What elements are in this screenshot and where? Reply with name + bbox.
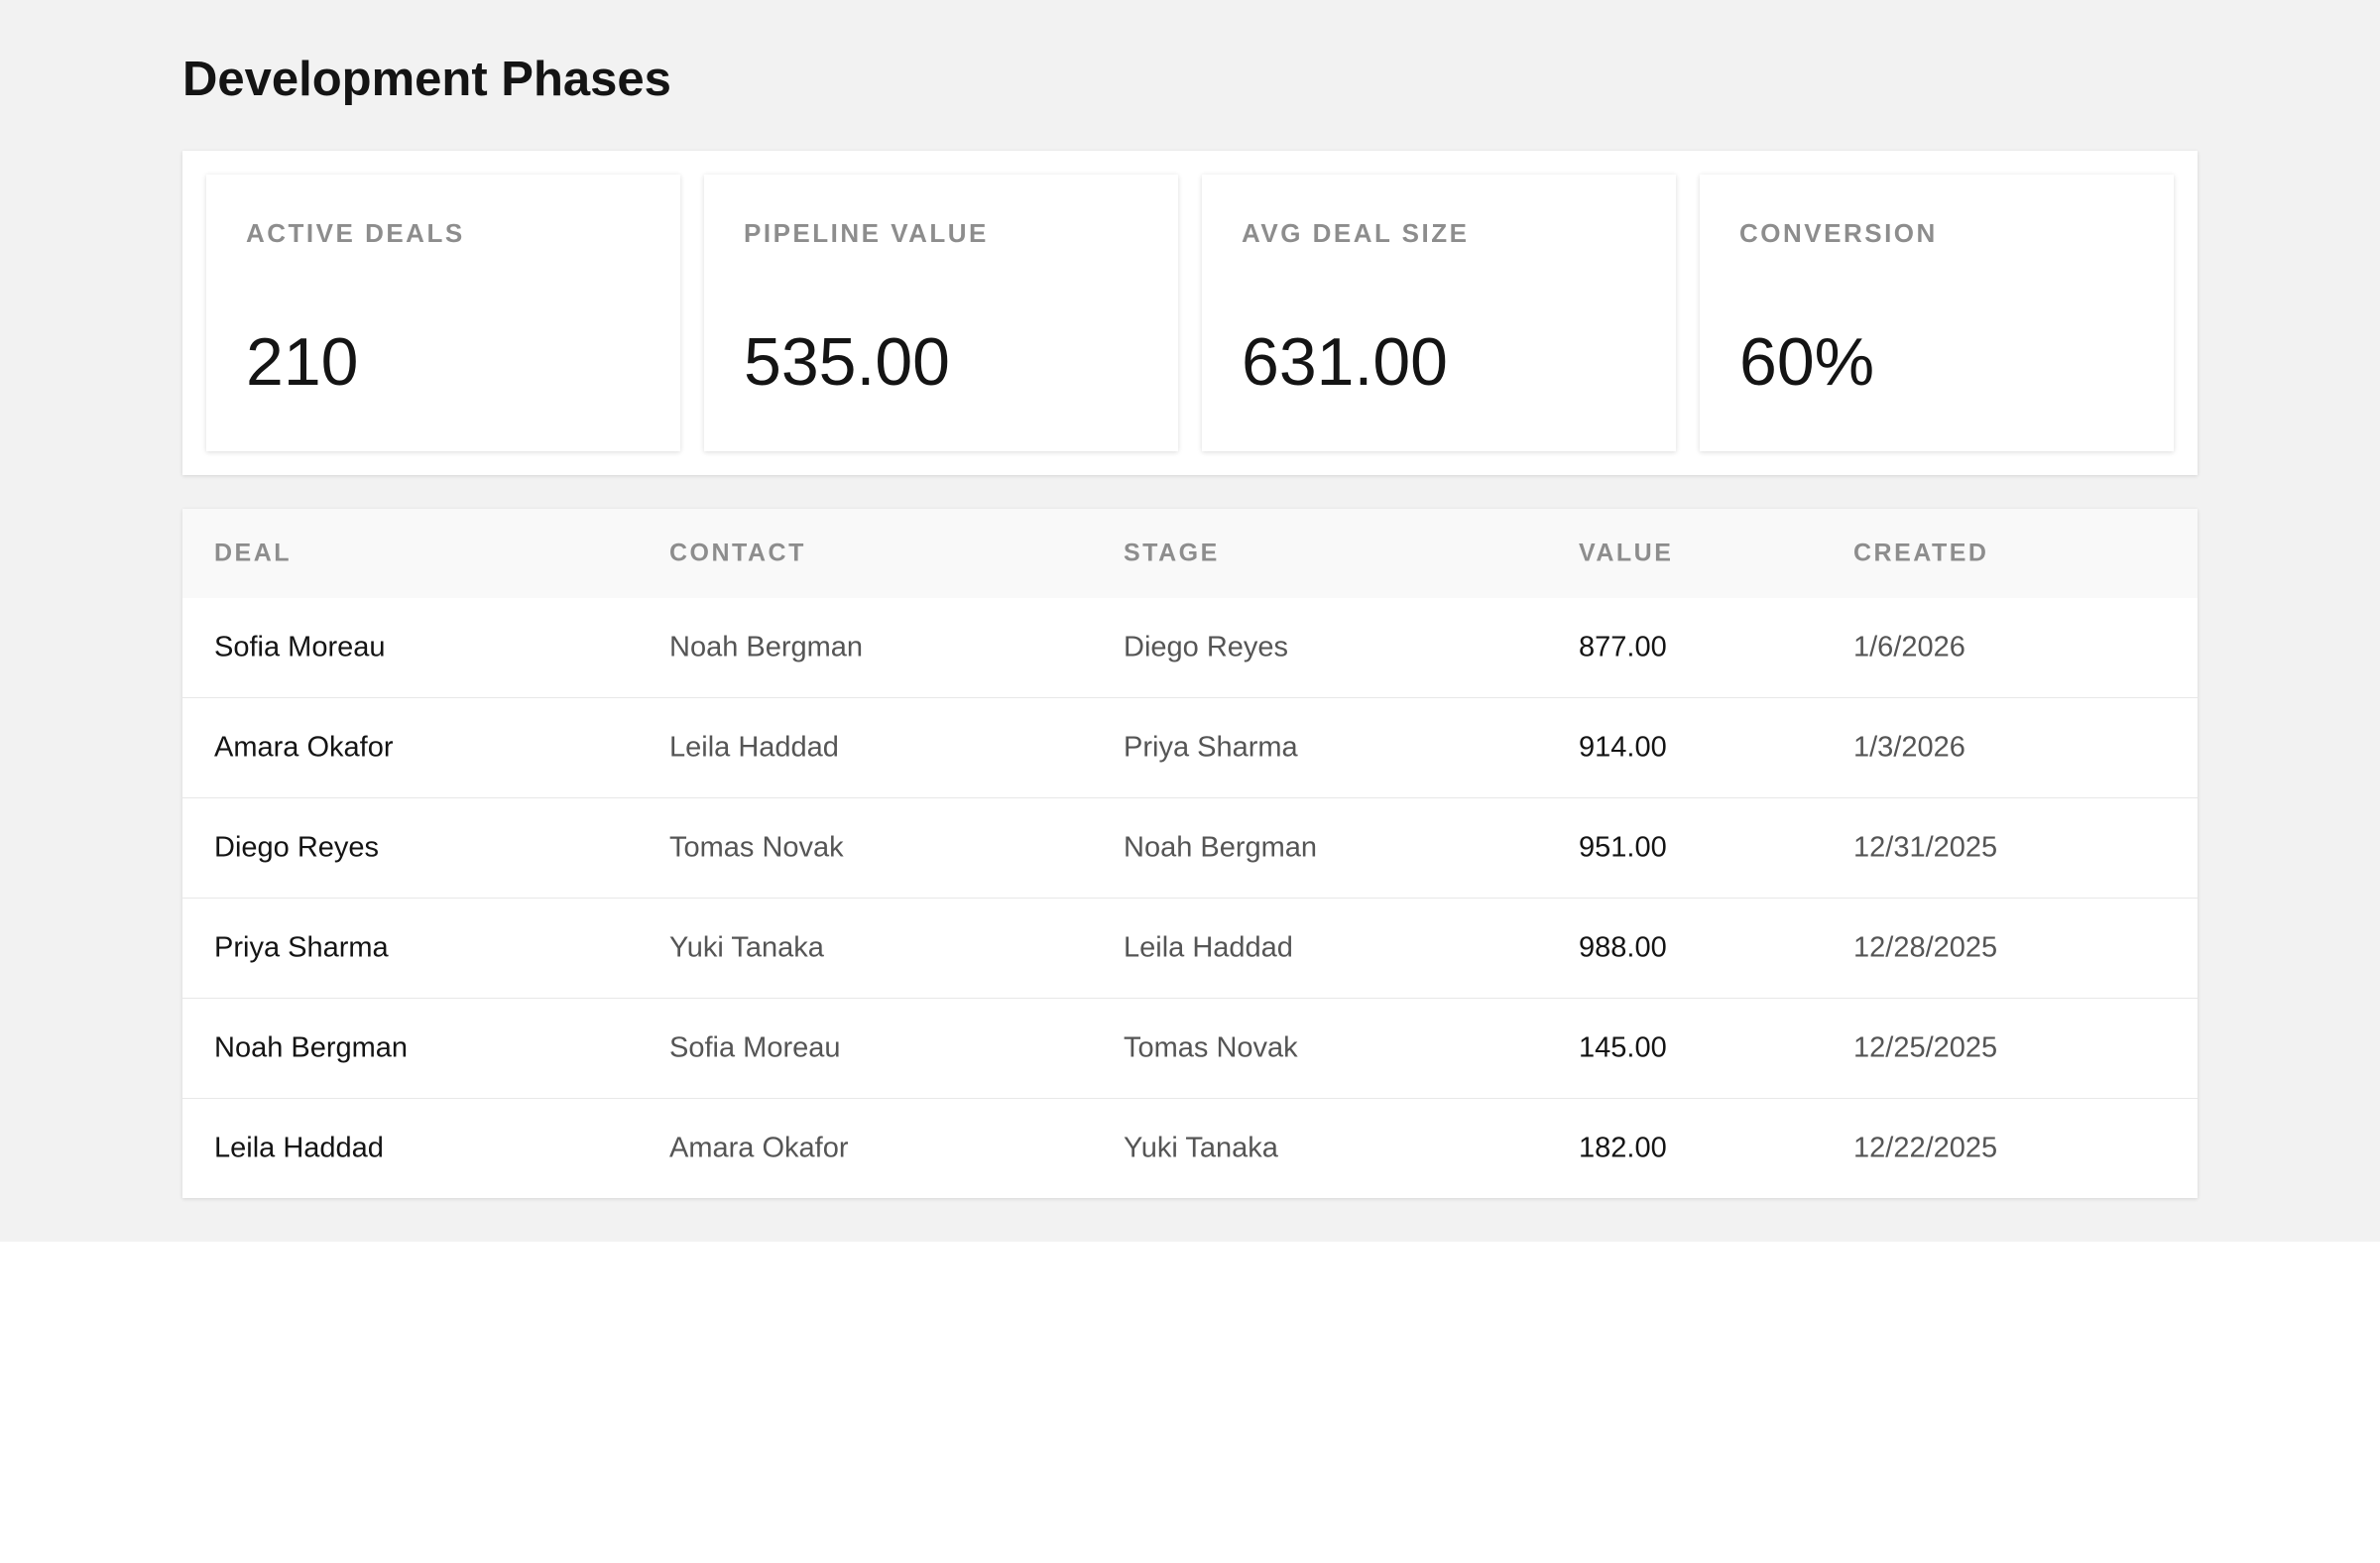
kpi-value: 60%: [1739, 324, 1875, 400]
table-cell: Amara Okafor: [669, 1132, 849, 1164]
table-cell: Priya Sharma: [214, 931, 389, 964]
page-title: Development Phases: [182, 53, 671, 106]
table-cell: 12/25/2025: [1853, 1031, 1998, 1064]
table-cell: Sofia Moreau: [214, 631, 386, 663]
column-header: VALUE: [1579, 539, 1674, 567]
table-cell: 988.00: [1579, 931, 1667, 964]
dashboard: Development Phases ACTIVE DEALS 210 PIPELI…: [0, 0, 2380, 1242]
table-cell: Sofia Moreau: [669, 1031, 841, 1064]
table-cell: Diego Reyes: [1124, 631, 1289, 663]
column-header: DEAL: [214, 539, 293, 567]
kpi-value: 210: [246, 324, 359, 400]
table-cell: 951.00: [1579, 831, 1667, 864]
table-cell: 12/31/2025: [1853, 831, 1998, 864]
table-row: Amara Okafor Leila Haddad Priya Sharma 914.…: [182, 697, 2198, 797]
table-header: DEAL CONTACT STAGE VALUE CREATED: [182, 509, 2198, 598]
table-cell: Diego Reyes: [214, 831, 380, 864]
table-cell: 145.00: [1579, 1031, 1667, 1064]
kpi-label: AVG DEAL SIZE: [1242, 218, 1470, 248]
table-cell: 877.00: [1579, 631, 1667, 663]
table-cell: Yuki Tanaka: [669, 931, 824, 964]
column-header: STAGE: [1124, 539, 1220, 567]
table-cell: 1/6/2026: [1853, 631, 1965, 663]
table-row: Sofia Moreau Noah Bergman Diego Reyes 877.0…: [182, 598, 2198, 697]
table-cell: Tomas Novak: [669, 831, 844, 864]
kpi-label: CONVERSION: [1739, 218, 1938, 248]
kpi-card: ACTIVE DEALS 210: [206, 175, 680, 451]
deals-table: DEAL CONTACT STAGE VALUE CREATED Sofia Moreau…: [182, 509, 2198, 1198]
column-header: CREATED: [1853, 539, 1989, 567]
table-cell: Leila Haddad: [214, 1132, 384, 1164]
table-cell: Noah Bergman: [669, 631, 864, 663]
table-row: Leila Haddad Amara Okafor Yuki Tanaka 182.0…: [182, 1098, 2198, 1198]
kpi-value: 535.00: [744, 324, 950, 400]
kpi-card: CONVERSION 60%: [1700, 175, 2174, 451]
table-cell: 12/22/2025: [1853, 1132, 1998, 1164]
column-header: CONTACT: [669, 539, 806, 567]
kpi-panel: ACTIVE DEALS 210 PIPELINE VALUE 535.00 AVG D…: [182, 151, 2198, 475]
kpi-label: PIPELINE VALUE: [744, 218, 989, 248]
table-cell: Noah Bergman: [1124, 831, 1318, 864]
table-cell: 182.00: [1579, 1132, 1667, 1164]
table-cell: Tomas Novak: [1124, 1031, 1298, 1064]
kpi-value: 631.00: [1242, 324, 1448, 400]
table-cell: 1/3/2026: [1853, 731, 1965, 764]
table-cell: Leila Haddad: [669, 731, 839, 764]
table-cell: Leila Haddad: [1124, 931, 1293, 964]
kpi-label: ACTIVE DEALS: [246, 218, 465, 248]
table-cell: Priya Sharma: [1124, 731, 1298, 764]
table-cell: 914.00: [1579, 731, 1667, 764]
table-row: Diego Reyes Tomas Novak Noah Bergman 951.00…: [182, 797, 2198, 898]
table-cell: Yuki Tanaka: [1124, 1132, 1278, 1164]
kpi-card: AVG DEAL SIZE 631.00: [1202, 175, 1676, 451]
table-cell: Amara Okafor: [214, 731, 394, 764]
table-cell: 12/28/2025: [1853, 931, 1998, 964]
kpi-card: PIPELINE VALUE 535.00: [704, 175, 1178, 451]
table-row: Priya Sharma Yuki Tanaka Leila Haddad 988.0…: [182, 898, 2198, 998]
table-cell: Noah Bergman: [214, 1031, 409, 1064]
table-row: Noah Bergman Sofia Moreau Tomas Novak 145.0…: [182, 998, 2198, 1098]
